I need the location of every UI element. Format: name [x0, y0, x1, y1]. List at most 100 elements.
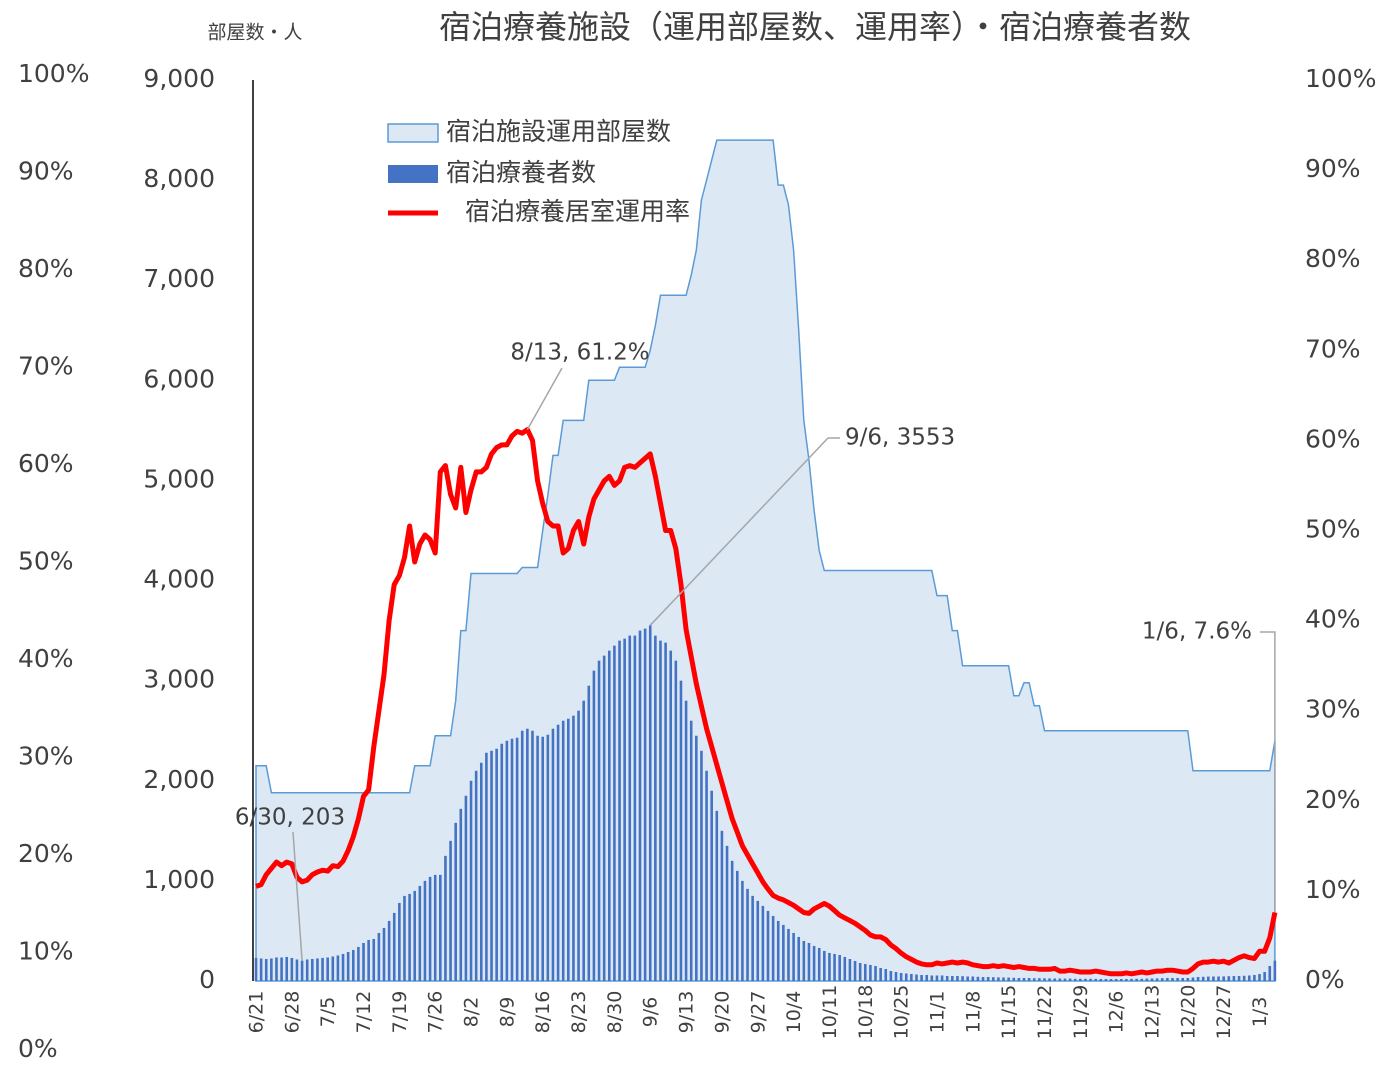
- y2-tick-label: 60%: [1305, 424, 1361, 453]
- x-tick-label: 11/22: [1034, 985, 1056, 1040]
- bar: [966, 976, 969, 981]
- x-tick-label: 6/28: [281, 991, 303, 1034]
- x-tick-label: 7/5: [317, 997, 339, 1028]
- bar: [551, 728, 555, 981]
- bar: [305, 959, 309, 981]
- bar: [254, 957, 258, 981]
- bar: [439, 874, 442, 981]
- bar: [633, 635, 637, 981]
- bar: [991, 977, 995, 981]
- y3-tick-label: 70%: [18, 352, 74, 381]
- x-tick-label: 10/4: [783, 991, 805, 1034]
- bar: [505, 740, 509, 981]
- bar: [874, 965, 877, 981]
- y-tick-label: 3,000: [143, 665, 215, 694]
- bar: [756, 900, 760, 981]
- y-tick-label: 8,000: [143, 164, 215, 193]
- bar: [1089, 978, 1092, 981]
- bar: [904, 973, 908, 981]
- bar: [602, 655, 606, 981]
- bar: [1002, 977, 1005, 981]
- bar: [725, 845, 729, 981]
- bar: [398, 902, 401, 981]
- bar: [295, 959, 299, 981]
- bar: [1043, 978, 1046, 981]
- y3-tick-label: 90%: [18, 157, 74, 186]
- bar: [1207, 976, 1210, 981]
- bar: [1007, 977, 1010, 981]
- bar: [382, 927, 386, 981]
- bar: [956, 975, 959, 981]
- y3-tick-label: 60%: [18, 449, 74, 478]
- bar: [997, 977, 1000, 981]
- bar: [1150, 978, 1154, 981]
- bar: [664, 642, 667, 981]
- bar: [1263, 971, 1266, 981]
- y3-tick-label: 50%: [18, 547, 74, 576]
- bar: [679, 680, 683, 981]
- bar: [1186, 977, 1190, 981]
- bar: [1232, 975, 1236, 981]
- legend-swatch: [388, 165, 438, 183]
- bar: [730, 860, 734, 981]
- bar: [408, 893, 411, 981]
- bar: [316, 958, 319, 981]
- bar: [444, 855, 447, 981]
- bar: [1053, 978, 1057, 981]
- bar: [556, 724, 560, 981]
- bar: [1048, 978, 1051, 981]
- bar: [915, 974, 918, 981]
- bar: [894, 971, 898, 981]
- bar: [587, 685, 591, 981]
- bar: [623, 638, 626, 981]
- y-tick-label: 7,000: [143, 264, 215, 293]
- bar: [863, 963, 867, 981]
- bar: [418, 885, 422, 981]
- bar: [469, 780, 473, 981]
- bar: [925, 974, 929, 981]
- bar: [464, 795, 468, 981]
- bar: [771, 915, 775, 981]
- x-tick-label: 10/25: [891, 985, 913, 1040]
- bar: [797, 936, 801, 981]
- bar: [357, 946, 360, 981]
- bar: [515, 737, 519, 981]
- y2-tick-label: 0%: [1305, 965, 1345, 994]
- bar: [1212, 976, 1215, 981]
- y-tick-label: 5,000: [143, 464, 215, 493]
- bar: [1171, 977, 1174, 981]
- x-tick-label: 12/13: [1142, 985, 1164, 1040]
- line: [255, 427, 1278, 977]
- bar: [1176, 977, 1179, 981]
- bar: [1079, 978, 1082, 981]
- bar: [1094, 978, 1097, 981]
- bar: [1268, 965, 1272, 981]
- annotation-leader: [292, 831, 303, 961]
- bar: [331, 956, 335, 981]
- bar: [546, 734, 550, 981]
- x-tick-label: 1/3: [1249, 997, 1271, 1028]
- bar: [930, 975, 934, 981]
- bar: [1125, 978, 1128, 981]
- bar: [823, 950, 826, 981]
- bar: [1196, 976, 1200, 981]
- y2-tick-label: 20%: [1305, 785, 1361, 814]
- bar: [387, 920, 391, 981]
- bar: [300, 960, 304, 981]
- bar: [792, 932, 795, 981]
- bar: [367, 939, 370, 981]
- x-tick-label: 8/9: [496, 997, 518, 1028]
- y3-tick-label: 100%: [18, 59, 89, 88]
- bar: [290, 957, 294, 981]
- bar: [561, 720, 565, 981]
- bar: [326, 957, 329, 981]
- bar: [899, 972, 903, 981]
- bar: [351, 949, 355, 981]
- bar: [848, 958, 852, 981]
- bar: [710, 790, 713, 981]
- y3-tick-label: 10%: [18, 937, 74, 966]
- bar: [567, 718, 570, 981]
- bar: [1237, 975, 1241, 981]
- bar: [1145, 978, 1149, 981]
